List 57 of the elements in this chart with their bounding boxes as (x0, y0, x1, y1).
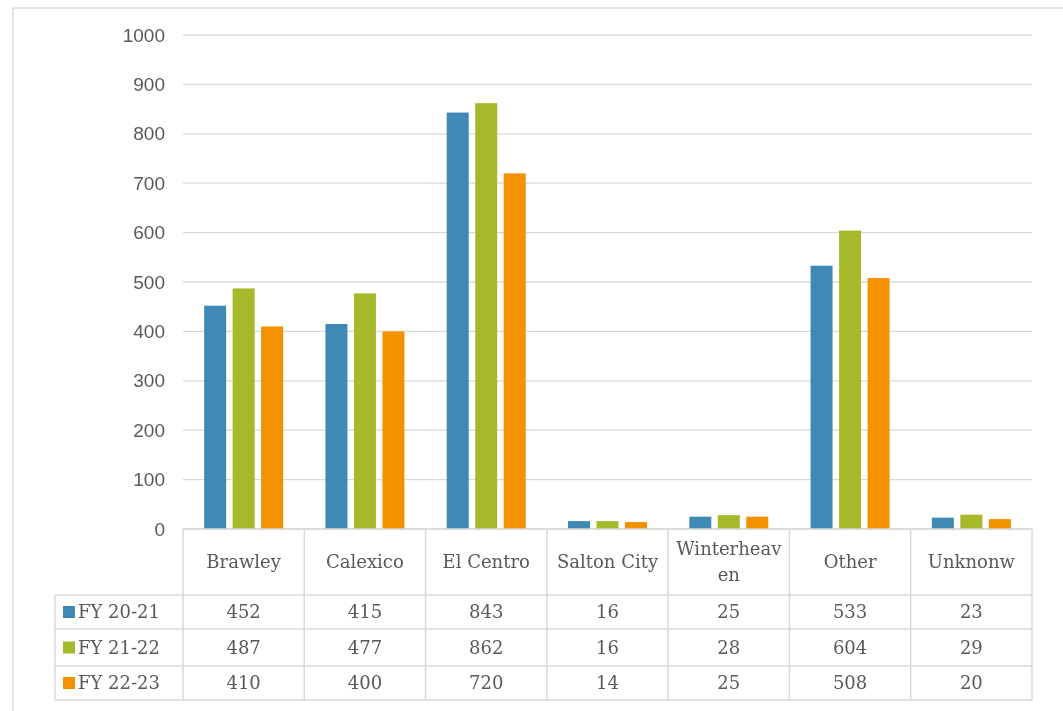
x-tick-label: Calexico (326, 551, 404, 573)
data-label: 400 (347, 672, 383, 694)
bar (503, 173, 526, 529)
data-label: 477 (347, 636, 383, 658)
legend-label: FY 22-23 (78, 672, 160, 694)
data-label: 20 (959, 672, 983, 694)
data-label: 862 (469, 636, 504, 658)
bar (353, 293, 376, 529)
bar (325, 323, 348, 529)
x-tick-label: Salton City (556, 551, 659, 573)
data-label: 28 (717, 636, 741, 658)
bar (988, 519, 1011, 529)
data-label: 410 (226, 672, 261, 694)
y-tick-label: 100 (133, 469, 165, 491)
y-tick-label: 400 (133, 320, 165, 342)
data-label: 29 (959, 636, 983, 658)
bar (810, 265, 833, 529)
bar (717, 515, 740, 529)
data-label: 487 (226, 636, 261, 658)
bar (867, 278, 890, 529)
bar (232, 288, 255, 529)
bar (261, 326, 284, 529)
data-label: 533 (832, 601, 868, 623)
y-tick-label: 200 (133, 419, 165, 441)
y-tick-label: 500 (133, 271, 165, 293)
data-label: 843 (469, 601, 504, 623)
legend-label: FY 21-22 (78, 636, 160, 658)
y-tick-label: 700 (133, 172, 165, 194)
y-tick-label: 1000 (122, 24, 165, 46)
x-tick-label: Brawley (206, 551, 282, 573)
data-label: 16 (596, 601, 619, 623)
bar (475, 103, 498, 529)
bar (204, 305, 227, 529)
y-tick-label: 600 (133, 222, 165, 244)
data-label: 25 (717, 672, 741, 694)
data-label: 508 (832, 672, 868, 694)
data-label: 604 (832, 636, 868, 658)
x-tick-label: El Centro (442, 551, 530, 573)
x-tick-label: Other (823, 551, 877, 573)
bar (960, 514, 983, 529)
data-label: 415 (347, 601, 383, 623)
x-tick-label: Winterheaven (676, 538, 783, 586)
bar (446, 112, 469, 529)
y-tick-label: 0 (154, 518, 165, 540)
data-label: 720 (469, 672, 504, 694)
data-label: 14 (596, 672, 619, 694)
data-label: 23 (959, 601, 983, 623)
y-tick-label: 900 (133, 73, 165, 95)
y-tick-label: 800 (133, 123, 165, 145)
x-tick-label: Unknonw (927, 551, 1016, 573)
bar (382, 331, 405, 529)
bar (839, 230, 862, 529)
legend-label: FY 20-21 (78, 601, 160, 623)
data-label: 25 (717, 601, 741, 623)
y-tick-label: 300 (133, 370, 165, 392)
data-label: 452 (226, 601, 261, 623)
data-label: 16 (596, 636, 619, 658)
